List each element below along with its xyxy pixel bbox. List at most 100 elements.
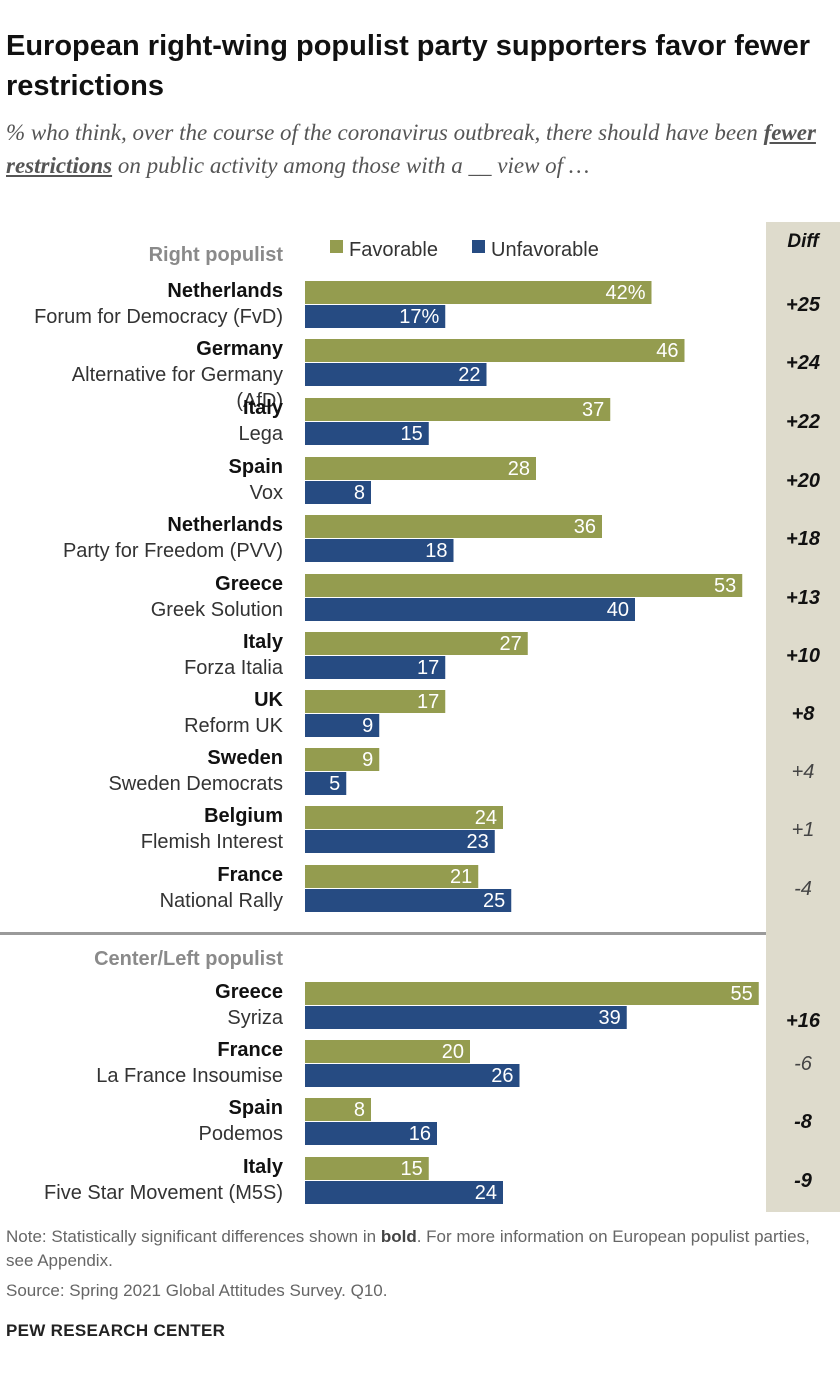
- data-label-unfavorable: 26: [491, 1065, 513, 1087]
- row-party-label: Five Star Movement (M5S): [44, 1182, 283, 1204]
- bar-favorable: [305, 632, 528, 655]
- bar-favorable: [305, 457, 536, 480]
- diff-value: +18: [786, 528, 821, 550]
- row-party-label: Sweden Democrats: [108, 773, 283, 795]
- data-label-favorable: 17: [417, 691, 439, 713]
- data-label-favorable: 9: [362, 749, 373, 771]
- bar-unfavorable: [305, 889, 512, 912]
- bar-favorable: [305, 748, 380, 771]
- diff-value: +25: [786, 294, 821, 316]
- bar-unfavorable: [305, 363, 487, 386]
- row-party-label: Syriza: [227, 1007, 283, 1029]
- diff-value: +10: [786, 645, 820, 667]
- diff-value: +13: [786, 587, 820, 609]
- chart-note: Note: Statistically significant differen…: [6, 1225, 826, 1273]
- bar-favorable: [305, 339, 685, 362]
- diff-value: +16: [786, 1010, 821, 1032]
- bar-favorable: [305, 1098, 371, 1121]
- row-party-label: Lega: [239, 423, 284, 445]
- bar-favorable: [305, 865, 479, 888]
- row-country-label: Netherlands: [167, 514, 283, 536]
- data-label-unfavorable: 39: [599, 1007, 621, 1029]
- group-label: Right populist: [149, 244, 284, 266]
- row-country-label: Greece: [215, 573, 283, 595]
- bar-unfavorable: [305, 481, 371, 504]
- row-country-label: France: [217, 864, 283, 886]
- bar-unfavorable: [305, 1181, 503, 1204]
- bar-favorable: [305, 398, 611, 421]
- row-country-label: Spain: [229, 456, 283, 478]
- row-country-label: Sweden: [207, 747, 283, 769]
- row-country-label: Italy: [243, 631, 284, 653]
- legend-swatch-unfavorable: [472, 240, 485, 253]
- data-label-favorable: 46: [656, 340, 678, 362]
- data-label-unfavorable: 16: [409, 1123, 431, 1145]
- diff-value: +22: [786, 411, 820, 433]
- data-label-favorable: 55: [731, 983, 753, 1005]
- data-label-unfavorable: 25: [483, 890, 505, 912]
- chart-source: Source: Spring 2021 Global Attitudes Sur…: [6, 1281, 388, 1300]
- chart-subtitle: % who think, over the course of the coro…: [6, 116, 836, 182]
- data-label-favorable: 37: [582, 399, 604, 421]
- row-party-label-line2: (AfD): [236, 390, 283, 412]
- diff-value: +4: [792, 761, 815, 783]
- organization-name: PEW RESEARCH CENTER: [6, 1321, 226, 1340]
- bar-unfavorable: [305, 1064, 520, 1087]
- row-party-label: Vox: [250, 482, 283, 504]
- row-country-label: Greece: [215, 981, 283, 1003]
- row-party-label: Greek Solution: [151, 599, 283, 621]
- data-label-favorable: 36: [574, 516, 596, 538]
- data-label-unfavorable: 22: [458, 364, 480, 386]
- diff-value: -8: [794, 1111, 813, 1133]
- diff-header: Diff: [787, 231, 820, 252]
- data-label-unfavorable: 15: [401, 423, 423, 445]
- data-label-favorable: 42%: [605, 282, 645, 304]
- data-label-favorable: 21: [450, 866, 472, 888]
- row-country-label: France: [217, 1039, 283, 1061]
- data-label-unfavorable: 23: [467, 831, 489, 853]
- legend-swatch-favorable: [330, 240, 343, 253]
- row-party-label: Forum for Democracy (FvD): [34, 306, 283, 328]
- note-prefix: Note: Statistically significant differen…: [6, 1227, 381, 1246]
- row-party-label: Reform UK: [184, 715, 284, 737]
- bar-favorable: [305, 515, 602, 538]
- data-label-unfavorable: 40: [607, 599, 629, 621]
- bar-unfavorable: [305, 714, 380, 737]
- bar-unfavorable: [305, 772, 347, 795]
- bar-favorable: [305, 1157, 429, 1180]
- bar-favorable: [305, 1040, 470, 1063]
- note-suffix: . For more information on European popul…: [6, 1227, 810, 1270]
- group-divider: [0, 932, 766, 935]
- diff-column-background: [766, 222, 840, 1212]
- legend-label-unfavorable: Unfavorable: [491, 239, 599, 261]
- row-country-label: Netherlands: [167, 280, 283, 302]
- group-label: Center/Left populist: [94, 948, 283, 970]
- row-party-label: Forza Italia: [184, 657, 284, 679]
- data-label-unfavorable: 5: [329, 773, 340, 795]
- bar-unfavorable: [305, 1122, 437, 1145]
- data-label-favorable: 15: [401, 1158, 423, 1180]
- row-country-label: UK: [254, 689, 283, 711]
- bar-unfavorable: [305, 656, 446, 679]
- bar-unfavorable: [305, 598, 635, 621]
- row-country-label: Belgium: [204, 805, 283, 827]
- row-country-label: Spain: [229, 1097, 283, 1119]
- chart-title: European right-wing populist party suppo…: [6, 30, 811, 102]
- bar-favorable: [305, 806, 503, 829]
- subtitle-part1: % who think, over the course of the coro…: [6, 120, 764, 145]
- diff-value: -9: [794, 1170, 813, 1192]
- legend-label-favorable: Favorable: [349, 239, 438, 261]
- subtitle-part2: on public activity among those with a __…: [112, 153, 590, 178]
- bar-unfavorable: [305, 305, 446, 328]
- data-label-favorable: 53: [714, 575, 736, 597]
- note-bold-word: bold: [380, 1227, 417, 1246]
- data-label-unfavorable: 9: [362, 715, 373, 737]
- data-label-unfavorable: 17%: [399, 306, 439, 328]
- row-country-label: Italy: [243, 1156, 284, 1178]
- row-party-label: Party for Freedom (PVV): [63, 540, 283, 562]
- bar-unfavorable: [305, 830, 495, 853]
- bar-unfavorable: [305, 422, 429, 445]
- data-label-favorable: 27: [500, 633, 522, 655]
- data-label-favorable: 28: [508, 458, 530, 480]
- bar-chart: Diff Favorable Unfavorable Right populist Ne…: [0, 222, 840, 1212]
